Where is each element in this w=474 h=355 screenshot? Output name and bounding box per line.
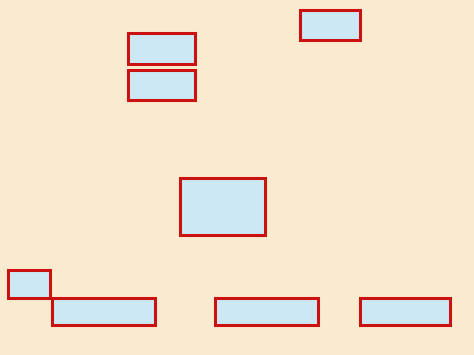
- Bar: [52, 298, 155, 325]
- Bar: [360, 298, 450, 325]
- Bar: [180, 178, 265, 235]
- Bar: [300, 10, 360, 40]
- Bar: [215, 298, 318, 325]
- Bar: [128, 33, 195, 64]
- Bar: [128, 70, 195, 100]
- Bar: [8, 270, 50, 298]
